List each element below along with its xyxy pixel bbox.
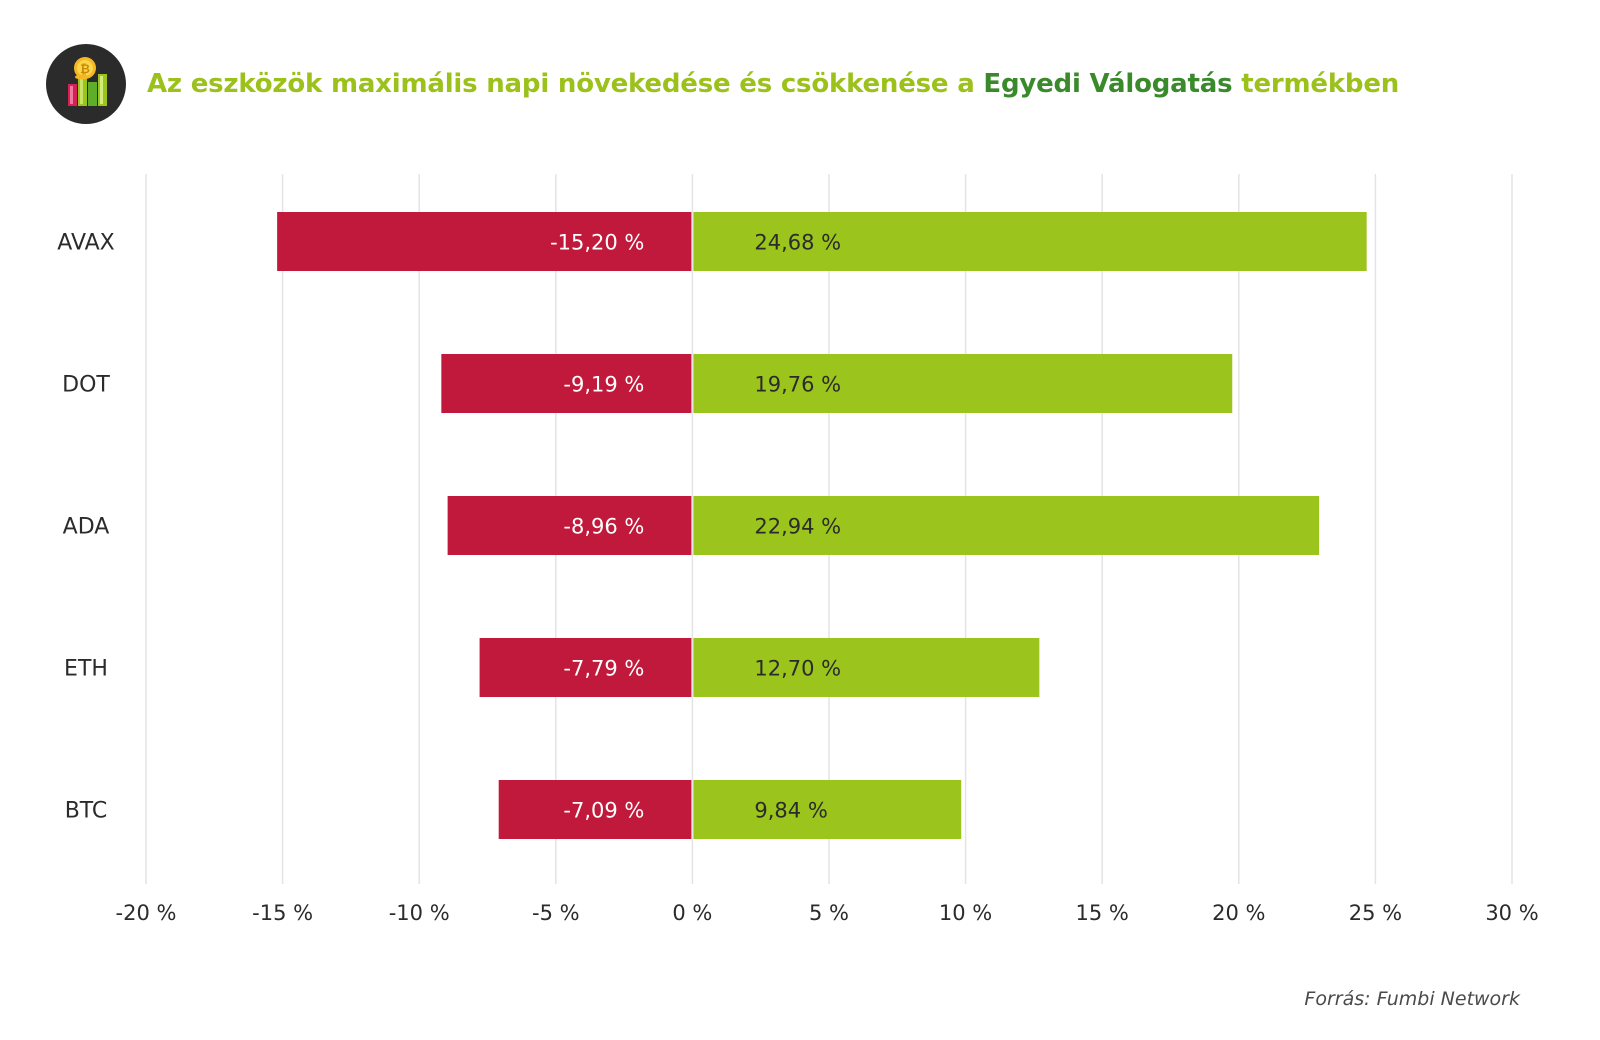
source-note: Forrás: Fumbi Network (1304, 988, 1520, 1010)
bar-negative (441, 354, 692, 413)
chart-title: Az eszközök maximális napi növekedése és… (147, 69, 1399, 99)
data-label-negative: -8,96 % (563, 515, 644, 539)
header: ₿ Az eszközök maximális napi növekedése … (46, 44, 1399, 124)
x-tick-label: 10 % (939, 901, 992, 925)
bar-positive (693, 212, 1367, 271)
x-tick-label: 5 % (809, 901, 849, 925)
data-label-negative: -9,19 % (563, 373, 644, 397)
x-tick-label: -5 % (532, 901, 580, 925)
data-label-positive: 12,70 % (754, 657, 841, 681)
category-label: AVAX (57, 231, 114, 256)
bar-positive (693, 780, 962, 839)
x-tick-label: -15 % (252, 901, 313, 925)
title-part2: termékben (1232, 69, 1400, 99)
title-highlight: Egyedi Válogatás (983, 69, 1233, 99)
bar-negative (277, 212, 692, 271)
data-label-positive: 19,76 % (754, 373, 841, 397)
category-label: ETH (64, 657, 108, 682)
x-tick-label: 25 % (1349, 901, 1402, 925)
data-label-positive: 22,94 % (754, 515, 841, 539)
x-tick-label: -10 % (389, 901, 450, 925)
category-label: BTC (65, 799, 108, 824)
data-label-negative: -15,20 % (550, 231, 644, 255)
x-tick-label: 30 % (1485, 901, 1538, 925)
bar-negative (447, 496, 692, 555)
data-label-negative: -7,79 % (563, 657, 644, 681)
data-label-negative: -7,09 % (563, 799, 644, 823)
data-label-positive: 9,84 % (754, 799, 827, 823)
x-tick-label: -20 % (116, 901, 177, 925)
bar-positive (693, 638, 1040, 697)
x-tick-label: 0 % (672, 901, 712, 925)
data-label-positive: 24,68 % (754, 231, 841, 255)
title-part1: Az eszközök maximális napi növekedése és… (147, 69, 984, 99)
bar-positive (693, 354, 1233, 413)
x-tick-label: 15 % (1076, 901, 1129, 925)
category-label: ADA (63, 515, 110, 540)
svg-text:₿: ₿ (80, 62, 90, 76)
x-tick-label: 20 % (1212, 901, 1265, 925)
bar-negative (479, 638, 692, 697)
coin-bar-chart-icon: ₿ (46, 44, 126, 124)
bar-positive (693, 496, 1320, 555)
bar-negative (498, 780, 692, 839)
category-label: DOT (62, 373, 110, 398)
